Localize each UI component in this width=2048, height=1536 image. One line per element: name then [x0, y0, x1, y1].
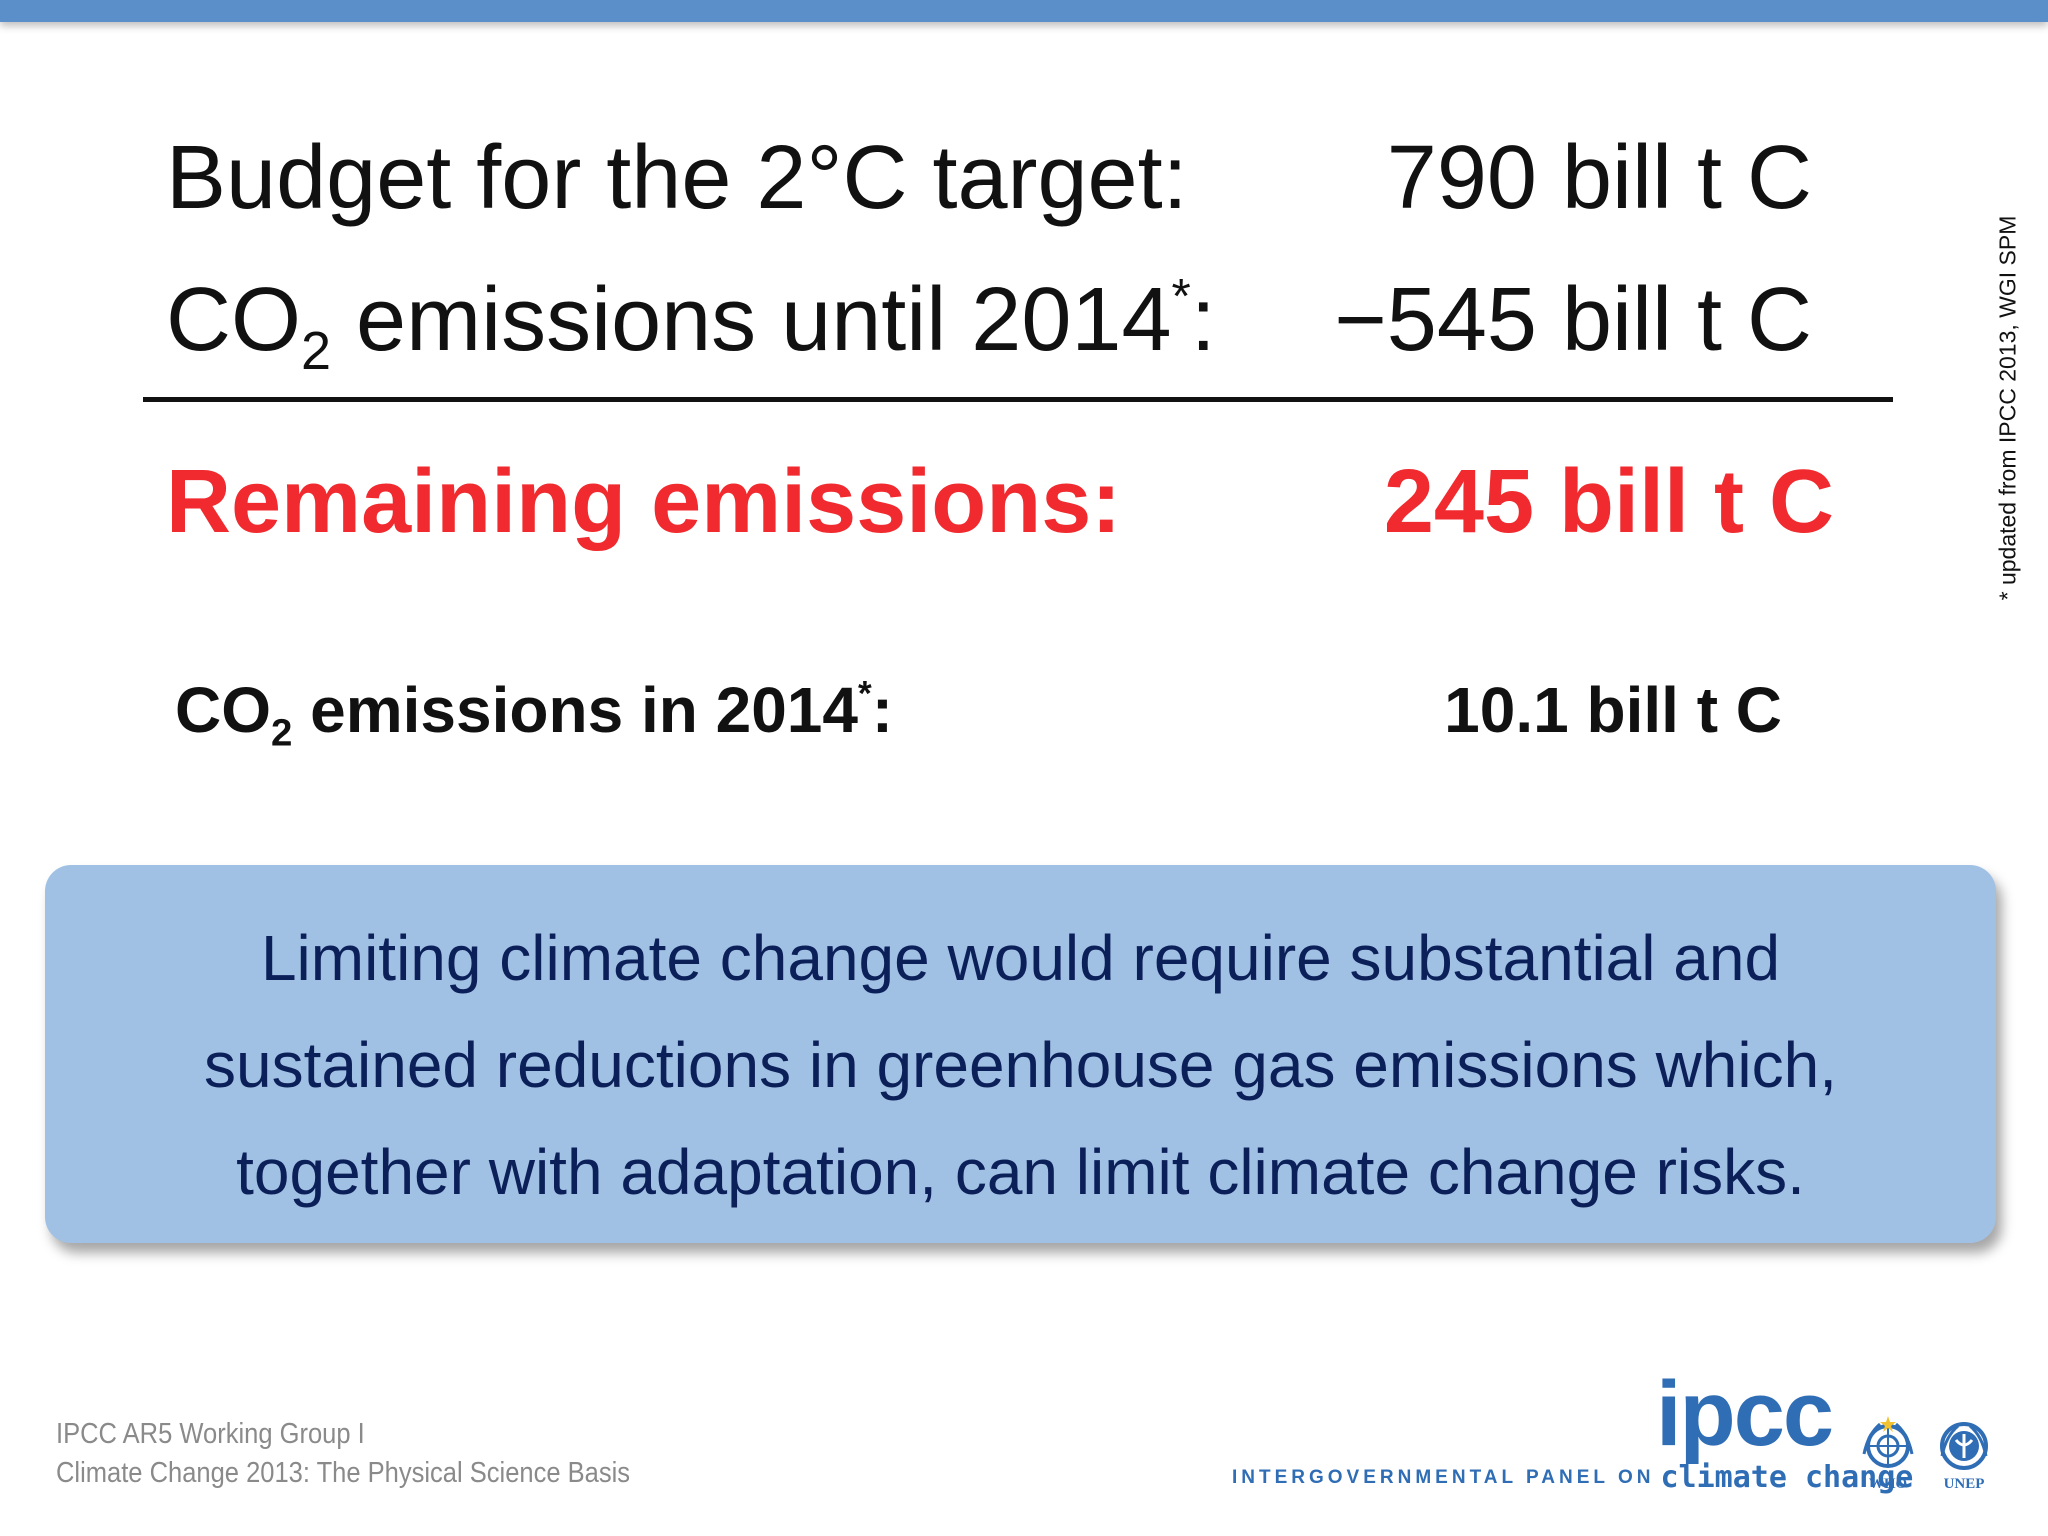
- remaining-row: Remaining emissions: 245 bill t C: [0, 452, 2048, 562]
- ipcc-tagline: INTERGOVERNMENTAL PANEL ON climate change: [1232, 1458, 1913, 1498]
- footer-source: IPCC AR5 Working Group I Climate Change …: [56, 1415, 630, 1493]
- footnote-star: *: [857, 674, 872, 714]
- unep-logo: UNEP: [1930, 1414, 1998, 1504]
- callout-line-3: together with adaptation, can limit clim…: [236, 1136, 1805, 1208]
- unep-emblem-icon: [1940, 1422, 1988, 1470]
- emissions-in-value: 10.1 bill t C: [1444, 674, 1782, 746]
- emissions-until-value: −545 bill t C: [1334, 270, 1812, 370]
- ipcc-logo-wordmark: ipcc: [1656, 1363, 1834, 1465]
- who-label: WHO: [1868, 1476, 1908, 1492]
- remaining-label: Remaining emissions:: [166, 452, 1122, 552]
- footer-line-1: IPCC AR5 Working Group I: [56, 1418, 365, 1450]
- emissions-in-label: CO2 emissions in 2014*:: [175, 674, 893, 755]
- budget-value: 790 bill t C: [1386, 128, 1812, 228]
- footer-line-2: Climate Change 2013: The Physical Scienc…: [56, 1457, 631, 1489]
- unep-label: UNEP: [1943, 1476, 1985, 1492]
- subscript-2: 2: [301, 320, 332, 381]
- callout-line-2: sustained reductions in greenhouse gas e…: [204, 1029, 1837, 1101]
- budget-row: Budget for the 2°C target: 790 bill t C: [0, 128, 2048, 228]
- callout-line-1: Limiting climate change would require su…: [260, 922, 1781, 994]
- emissions-until-row: CO2 emissions until 2014*: −545 bill t C: [0, 270, 2048, 380]
- footnote-star: *: [1171, 268, 1191, 324]
- ipcc-tagline-small: INTERGOVERNMENTAL PANEL ON: [1232, 1467, 1655, 1488]
- sum-divider-line: [143, 397, 1893, 402]
- subscript-2: 2: [271, 711, 293, 755]
- ipcc-tagline-large: climate change: [1660, 1460, 1914, 1495]
- conclusion-callout: Limiting climate change would require su…: [45, 865, 1996, 1243]
- emissions-until-label: CO2 emissions until 2014*:: [166, 268, 1216, 381]
- who-logo: WHO: [1854, 1414, 1922, 1504]
- remaining-value: 245 bill t C: [1383, 452, 1834, 552]
- emissions-in-row: CO2 emissions in 2014*: 10.1 bill t C: [0, 673, 2048, 753]
- side-footnote: * updated from IPCC 2013, WGI SPM: [1990, 210, 2026, 605]
- who-emblem-icon: [1862, 1416, 1914, 1468]
- side-footnote-text: * updated from IPCC 2013, WGI SPM: [1994, 215, 2021, 600]
- budget-label: Budget for the 2°C target:: [166, 128, 1188, 228]
- top-accent-bar: [0, 0, 2048, 22]
